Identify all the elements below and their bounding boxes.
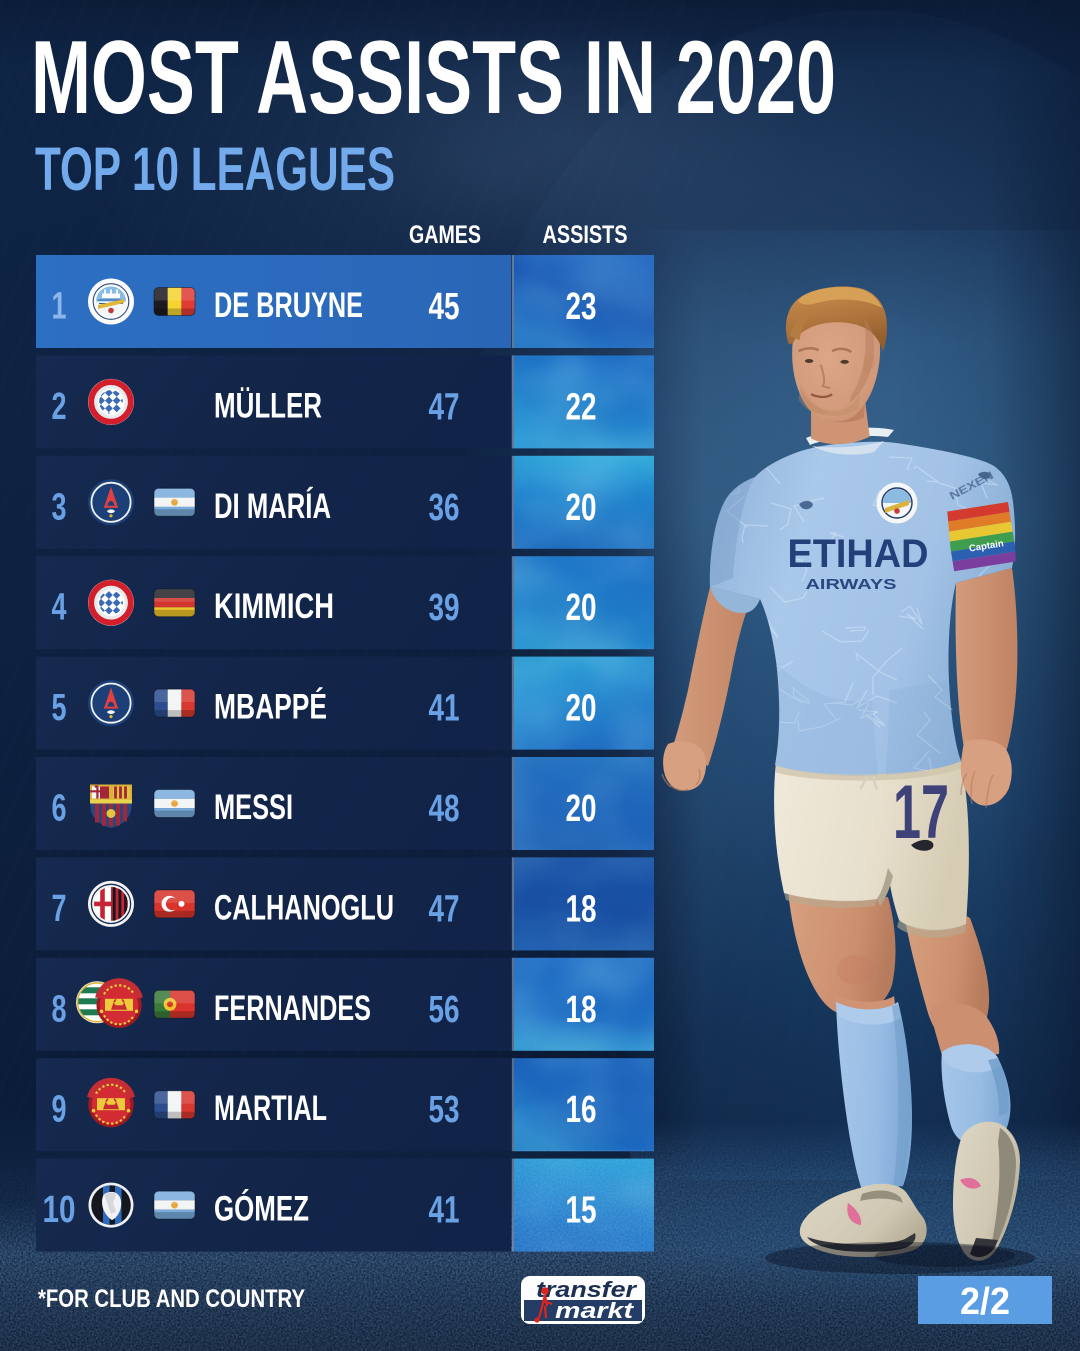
- svg-text:3: 3: [52, 486, 67, 528]
- svg-text:GÓMEZ: GÓMEZ: [214, 1189, 309, 1229]
- svg-text:20: 20: [566, 587, 597, 629]
- svg-text:47: 47: [429, 888, 460, 930]
- svg-text:48: 48: [429, 788, 460, 830]
- svg-text:41: 41: [429, 688, 460, 730]
- svg-text:20: 20: [566, 487, 597, 529]
- svg-text:5: 5: [52, 687, 67, 729]
- svg-text:41: 41: [429, 1190, 460, 1232]
- svg-text:ETIHAD: ETIHAD: [788, 532, 929, 576]
- svg-text:20: 20: [566, 688, 597, 730]
- svg-text:KIMMICH: KIMMICH: [214, 587, 334, 626]
- svg-text:10: 10: [43, 1189, 76, 1231]
- svg-text:18: 18: [566, 989, 597, 1031]
- svg-text:36: 36: [429, 487, 460, 529]
- svg-text:2: 2: [52, 386, 67, 428]
- svg-text:47: 47: [429, 386, 460, 428]
- svg-text:Captain: Captain: [968, 538, 1004, 554]
- svg-text:*FOR CLUB AND COUNTRY: *FOR CLUB AND COUNTRY: [38, 1285, 305, 1313]
- svg-text:2/2: 2/2: [960, 1281, 1010, 1323]
- svg-text:markt: markt: [555, 1298, 635, 1323]
- svg-text:MESSI: MESSI: [214, 788, 293, 827]
- svg-text:FERNANDES: FERNANDES: [214, 989, 371, 1028]
- svg-text:transfer: transfer: [536, 1277, 638, 1302]
- svg-text:18: 18: [566, 888, 597, 930]
- svg-text:CALHANOGLU: CALHANOGLU: [214, 888, 394, 927]
- svg-text:TOP 10 LEAGUES: TOP 10 LEAGUES: [35, 135, 395, 203]
- svg-text:MARTIAL: MARTIAL: [214, 1089, 327, 1128]
- svg-text:16: 16: [566, 1089, 597, 1131]
- svg-text:DE BRUYNE: DE BRUYNE: [214, 286, 363, 325]
- svg-text:22: 22: [566, 386, 597, 428]
- svg-text:MÜLLER: MÜLLER: [214, 386, 322, 425]
- svg-text:39: 39: [429, 587, 460, 629]
- svg-text:4: 4: [52, 587, 67, 629]
- svg-text:15: 15: [566, 1190, 597, 1232]
- svg-text:23: 23: [566, 286, 597, 328]
- svg-text:9: 9: [52, 1089, 67, 1131]
- svg-text:45: 45: [429, 286, 460, 328]
- svg-text:AIRWAYS: AIRWAYS: [806, 576, 897, 593]
- svg-text:7: 7: [52, 888, 67, 930]
- svg-text:DI MARÍA: DI MARÍA: [214, 486, 331, 526]
- svg-text:1: 1: [52, 286, 67, 328]
- svg-text:53: 53: [429, 1089, 460, 1131]
- svg-text:ASSISTS: ASSISTS: [543, 221, 628, 249]
- svg-text:MBAPPÉ: MBAPPÉ: [214, 687, 327, 727]
- svg-text:8: 8: [52, 988, 67, 1030]
- svg-text:20: 20: [566, 788, 597, 830]
- svg-text:MOST ASSISTS IN 2020: MOST ASSISTS IN 2020: [31, 20, 836, 136]
- svg-text:6: 6: [52, 788, 67, 830]
- svg-text:56: 56: [429, 989, 460, 1031]
- svg-text:GAMES: GAMES: [409, 221, 481, 249]
